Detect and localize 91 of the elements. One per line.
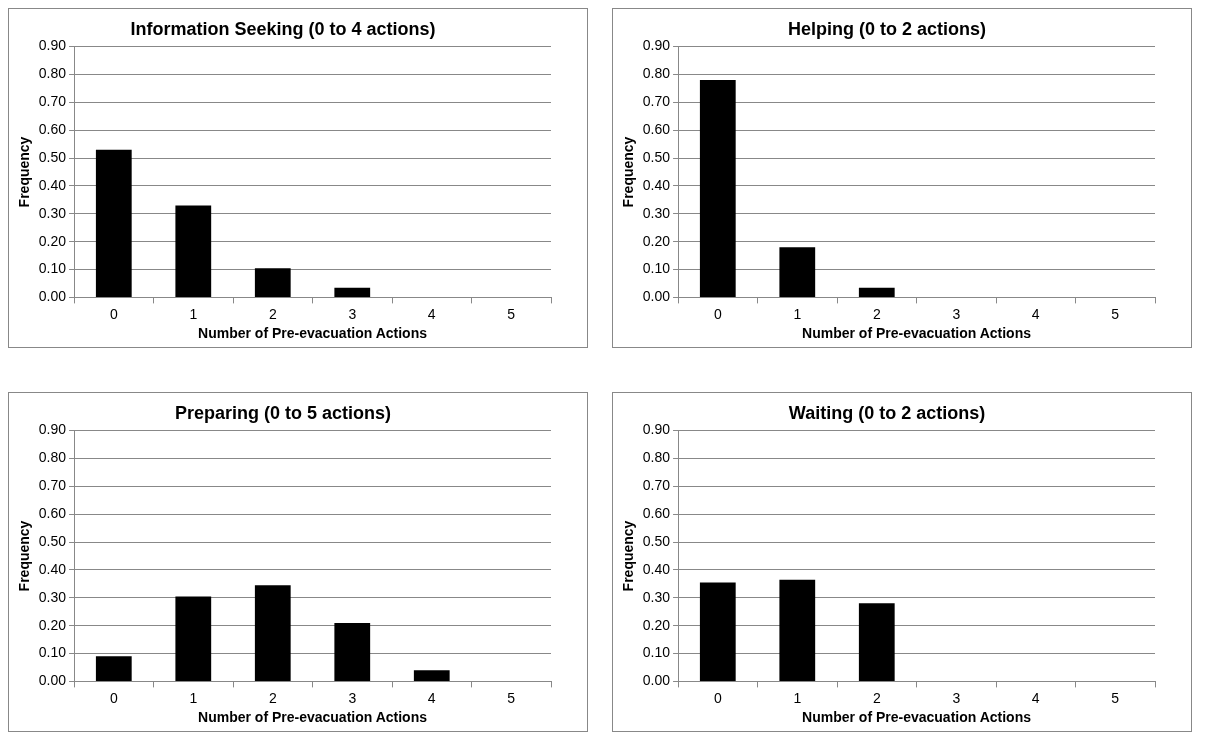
y-axis-title: Frequency xyxy=(16,520,33,592)
x-tick-label: 3 xyxy=(348,689,357,706)
y-tick-label: 0.20 xyxy=(642,616,671,633)
bar xyxy=(254,268,291,297)
y-tick-label: 0.10 xyxy=(38,260,67,277)
y-tick-label: 0.80 xyxy=(642,449,671,466)
y-tick-label: 0.30 xyxy=(642,204,671,221)
bar xyxy=(334,287,371,297)
bar xyxy=(175,596,212,681)
chart-title: Waiting (0 to 2 actions) xyxy=(788,402,986,423)
chart-title: Helping (0 to 2 actions) xyxy=(787,18,987,39)
x-tick-label: 1 xyxy=(793,689,802,706)
x-tick-label: 0 xyxy=(109,689,118,706)
x-tick-label: 2 xyxy=(268,689,277,706)
chart-title: Preparing (0 to 5 actions) xyxy=(174,402,392,423)
x-axis-title: Number of Pre-evacuation Actions xyxy=(198,325,428,342)
bar xyxy=(334,622,371,681)
y-tick-label: 0.40 xyxy=(642,176,671,193)
y-tick-label: 0.00 xyxy=(642,672,671,689)
y-tick-label: 0.50 xyxy=(38,148,67,165)
x-tick-label: 5 xyxy=(1111,689,1120,706)
y-tick-label: 0.40 xyxy=(38,176,67,193)
y-tick-label: 0.00 xyxy=(38,672,67,689)
x-tick-label: 1 xyxy=(189,305,198,322)
x-tick-label: 2 xyxy=(268,305,277,322)
x-tick-label: 4 xyxy=(427,689,436,706)
y-tick-label: 0.10 xyxy=(642,644,671,661)
y-tick-label: 0.60 xyxy=(642,505,671,522)
y-tick-label: 0.50 xyxy=(642,532,671,549)
y-tick-label: 0.70 xyxy=(642,477,671,494)
y-tick-label: 0.90 xyxy=(38,37,67,54)
y-tick-label: 0.40 xyxy=(38,560,67,577)
chart-title: Information Seeking (0 to 4 actions) xyxy=(130,18,436,39)
bar xyxy=(779,579,816,681)
y-tick-label: 0.80 xyxy=(38,449,67,466)
x-tick-label: 3 xyxy=(952,305,961,322)
x-tick-label: 0 xyxy=(109,305,118,322)
x-tick-label: 4 xyxy=(1031,305,1040,322)
y-tick-label: 0.60 xyxy=(38,121,67,138)
x-tick-label: 1 xyxy=(189,689,198,706)
y-tick-label: 0.40 xyxy=(642,560,671,577)
y-tick-label: 0.30 xyxy=(38,204,67,221)
y-axis-title: Frequency xyxy=(620,136,637,208)
x-tick-label: 0 xyxy=(713,305,722,322)
bar xyxy=(699,80,736,297)
x-tick-label: 2 xyxy=(872,305,881,322)
x-tick-label: 3 xyxy=(348,305,357,322)
y-tick-label: 0.10 xyxy=(38,644,67,661)
bar xyxy=(858,287,895,297)
y-tick-label: 0.90 xyxy=(38,421,67,438)
x-axis-title: Number of Pre-evacuation Actions xyxy=(802,325,1032,342)
x-tick-label: 5 xyxy=(1111,305,1120,322)
bar xyxy=(254,585,291,681)
bar xyxy=(95,656,132,681)
y-tick-label: 0.80 xyxy=(642,65,671,82)
x-axis-title: Number of Pre-evacuation Actions xyxy=(198,709,428,726)
y-tick-label: 0.50 xyxy=(642,148,671,165)
x-tick-label: 2 xyxy=(872,689,881,706)
x-tick-label: 3 xyxy=(952,689,961,706)
x-axis-title: Number of Pre-evacuation Actions xyxy=(802,709,1032,726)
y-tick-label: 0.50 xyxy=(38,532,67,549)
y-tick-label: 0.20 xyxy=(642,232,671,249)
x-tick-label: 4 xyxy=(427,305,436,322)
y-tick-label: 0.00 xyxy=(642,288,671,305)
x-tick-label: 5 xyxy=(507,689,516,706)
x-tick-label: 5 xyxy=(507,305,516,322)
y-tick-label: 0.30 xyxy=(642,588,671,605)
y-tick-label: 0.70 xyxy=(38,93,67,110)
y-tick-label: 0.20 xyxy=(38,616,67,633)
y-tick-label: 0.00 xyxy=(38,288,67,305)
bar xyxy=(699,582,736,681)
y-tick-label: 0.30 xyxy=(38,588,67,605)
y-tick-label: 0.70 xyxy=(642,93,671,110)
y-tick-label: 0.60 xyxy=(38,505,67,522)
y-tick-label: 0.20 xyxy=(38,232,67,249)
x-tick-label: 0 xyxy=(713,689,722,706)
bar xyxy=(413,670,450,681)
bar xyxy=(175,205,212,297)
x-tick-label: 1 xyxy=(793,305,802,322)
bar xyxy=(858,603,895,681)
y-tick-label: 0.80 xyxy=(38,65,67,82)
y-tick-label: 0.70 xyxy=(38,477,67,494)
y-axis-title: Frequency xyxy=(16,136,33,208)
bar xyxy=(779,247,816,297)
y-tick-label: 0.10 xyxy=(642,260,671,277)
x-tick-label: 4 xyxy=(1031,689,1040,706)
y-axis-title: Frequency xyxy=(620,520,637,592)
y-tick-label: 0.90 xyxy=(642,37,671,54)
y-tick-label: 0.60 xyxy=(642,121,671,138)
bar xyxy=(95,149,132,297)
y-tick-label: 0.90 xyxy=(642,421,671,438)
